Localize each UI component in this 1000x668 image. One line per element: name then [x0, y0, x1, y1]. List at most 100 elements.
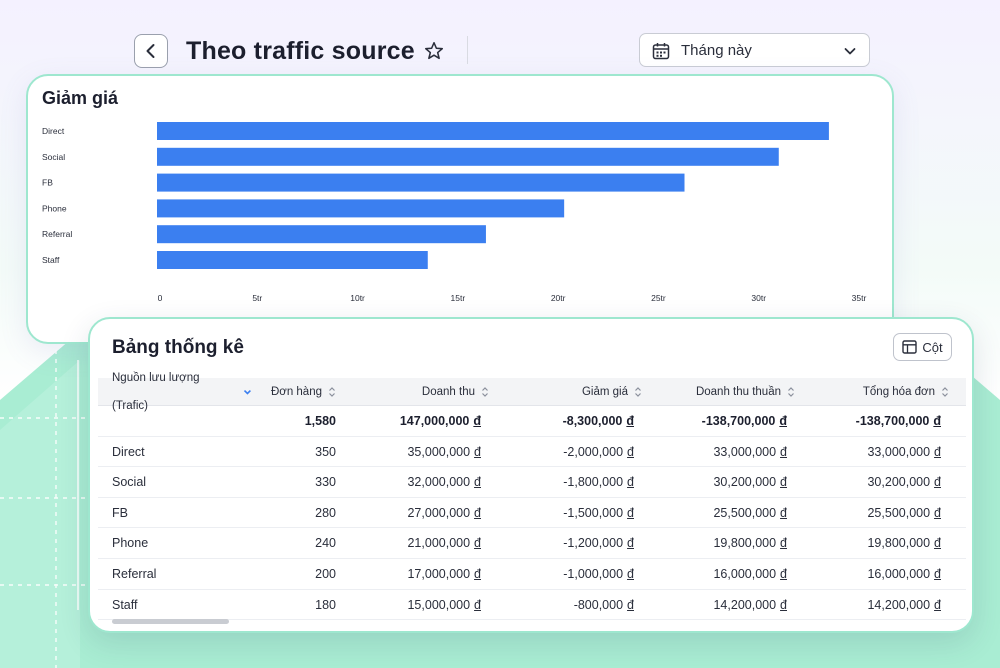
cell-value: 350 — [258, 437, 336, 467]
column-header-label: Doanh thu thuần — [695, 386, 781, 398]
cell-value: 14,200,000 đ — [654, 590, 787, 620]
column-header[interactable]: Doanh thu — [348, 378, 489, 406]
cell-text: 25,500,000 — [867, 505, 931, 520]
cell-value: -1,200,000 đ — [498, 528, 634, 558]
sort-icon[interactable] — [941, 386, 949, 398]
star-icon[interactable] — [423, 40, 445, 62]
bar-social[interactable] — [157, 147, 779, 166]
currency-symbol: đ — [934, 536, 941, 551]
currency-symbol: đ — [474, 505, 481, 520]
column-header[interactable]: Tổng hóa đơn — [804, 378, 949, 406]
cell-text: 32,000,000 — [407, 475, 471, 490]
column-header[interactable]: Nguồn lưu lượng (Trafic) — [112, 372, 252, 412]
x-tick-label: 0 — [158, 293, 163, 303]
cell-value: 33,000,000 đ — [804, 437, 941, 467]
cell-text: Direct — [112, 444, 145, 459]
column-header[interactable]: Đơn hàng — [258, 378, 336, 406]
cell-text: Phone — [112, 536, 149, 551]
category-label: Referral — [42, 229, 72, 239]
sort-icon[interactable] — [481, 386, 489, 398]
sort-icon[interactable] — [328, 386, 336, 398]
currency-symbol: đ — [474, 536, 481, 551]
cell-text: -1,800,000 — [563, 475, 624, 490]
category-label: Social — [42, 152, 65, 162]
cell-text: 330 — [315, 475, 336, 490]
bar-fb[interactable] — [157, 173, 685, 192]
cell-value: 19,800,000 đ — [654, 528, 787, 558]
cell-text: 27,000,000 — [407, 505, 471, 520]
cell-text: 16,000,000 — [713, 566, 777, 581]
table-columns-icon — [902, 340, 918, 354]
cell-source: Direct — [112, 437, 244, 467]
date-range-select[interactable]: Tháng này — [639, 33, 870, 67]
cell-text: 147,000,000 — [399, 414, 470, 428]
cell-text: -1,200,000 — [563, 536, 624, 551]
table-row: Social 330 32,000,000 đ -1,800,000 đ 30,200,00… — [98, 467, 966, 498]
cell-text: 1,580 — [304, 414, 336, 428]
cell-value: 1,580 — [258, 406, 336, 436]
category-label: Phone — [42, 203, 67, 213]
cell-value: 21,000,000 đ — [348, 528, 481, 558]
cell-text: Referral — [112, 566, 157, 581]
cell-text: 180 — [315, 597, 336, 612]
cell-text: 16,000,000 — [867, 566, 931, 581]
currency-symbol: đ — [780, 505, 787, 520]
columns-button-label: Cột — [922, 339, 943, 355]
currency-symbol: đ — [779, 414, 787, 428]
currency-symbol: đ — [780, 444, 787, 459]
cell-source: Social — [112, 467, 244, 497]
date-range-value: Tháng này — [681, 42, 752, 59]
x-tick-label: 5tr — [252, 293, 262, 303]
cell-text: 14,200,000 — [713, 597, 777, 612]
table-title: Bảng thống kê — [112, 337, 244, 358]
column-header-label: Tổng hóa đơn — [862, 386, 935, 398]
back-button[interactable] — [134, 34, 168, 68]
cell-text: -1,000,000 — [563, 566, 624, 581]
cell-text: 14,200,000 — [867, 597, 931, 612]
currency-symbol: đ — [780, 566, 787, 581]
bar-direct[interactable] — [157, 122, 829, 140]
cell-text: 15,000,000 — [407, 597, 471, 612]
cell-value: 147,000,000 đ — [348, 406, 481, 436]
cell-value: 16,000,000 đ — [804, 559, 941, 589]
sort-icon[interactable] — [634, 386, 642, 398]
cell-value: 330 — [258, 467, 336, 497]
table-row: Referral 200 17,000,000 đ -1,000,000 đ 16,000,… — [98, 559, 966, 590]
currency-symbol: đ — [934, 475, 941, 490]
cell-text: 25,500,000 — [713, 505, 777, 520]
cell-source: Referral — [112, 559, 244, 589]
bar-staff[interactable] — [157, 251, 428, 269]
table-total-row: 1,580 147,000,000 đ -8,300,000 đ -138,700,000… — [98, 406, 966, 437]
cell-text: 200 — [315, 566, 336, 581]
currency-symbol: đ — [933, 414, 941, 428]
cell-value: 33,000,000 đ — [654, 437, 787, 467]
cell-value: -1,800,000 đ — [498, 467, 634, 497]
chart-title: Giảm giá — [42, 88, 119, 108]
horizontal-scrollbar[interactable] — [112, 619, 229, 624]
x-tick-label: 25tr — [651, 293, 666, 303]
column-header[interactable]: Giảm giá — [498, 378, 642, 406]
cell-text: 17,000,000 — [407, 566, 471, 581]
currency-symbol: đ — [627, 505, 634, 520]
currency-symbol: đ — [626, 414, 634, 428]
sort-desc-icon[interactable] — [243, 388, 252, 396]
column-header-label: Nguồn lưu lượng (Trafic) — [112, 372, 200, 412]
currency-symbol: đ — [627, 566, 634, 581]
sort-icon[interactable] — [787, 386, 795, 398]
page-title: Theo traffic source — [186, 37, 415, 65]
cell-value: 27,000,000 đ — [348, 498, 481, 528]
bar-phone[interactable] — [157, 199, 565, 218]
cell-value: 35,000,000 đ — [348, 437, 481, 467]
columns-button[interactable]: Cột — [893, 333, 952, 361]
bar-referral[interactable] — [157, 225, 486, 244]
cell-text: 30,200,000 — [713, 475, 777, 490]
cell-text: -138,700,000 — [701, 414, 776, 428]
discount-bar-chart: Direct Social FB Phone Referral Staff 0 5tr 10tr… — [42, 122, 867, 303]
cell-text: -8,300,000 — [562, 414, 623, 428]
x-tick-label: 20tr — [551, 293, 566, 303]
x-tick-label: 35tr — [852, 293, 867, 303]
header-divider — [467, 36, 468, 64]
column-header[interactable]: Doanh thu thuần — [654, 378, 795, 406]
cell-value: -1,000,000 đ — [498, 559, 634, 589]
cell-value: 17,000,000 đ — [348, 559, 481, 589]
